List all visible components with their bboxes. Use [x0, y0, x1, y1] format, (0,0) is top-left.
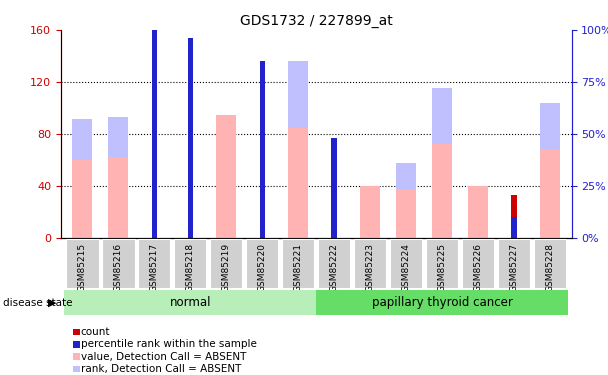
- Bar: [331, 154, 337, 238]
- Bar: [540, 103, 560, 238]
- Bar: [534, 239, 566, 288]
- Bar: [188, 82, 193, 238]
- Bar: [260, 126, 265, 238]
- Bar: [174, 239, 207, 288]
- Bar: [511, 195, 517, 238]
- Bar: [426, 239, 458, 288]
- Text: GSM85219: GSM85219: [222, 243, 231, 292]
- Text: papillary thyroid cancer: papillary thyroid cancer: [371, 296, 513, 309]
- Bar: [288, 61, 308, 238]
- Bar: [72, 120, 92, 238]
- Text: disease state: disease state: [3, 298, 72, 308]
- Bar: [360, 186, 380, 238]
- Bar: [396, 163, 416, 238]
- Text: GSM85224: GSM85224: [401, 243, 410, 292]
- Text: GSM85221: GSM85221: [294, 243, 303, 292]
- Title: GDS1732 / 227899_at: GDS1732 / 227899_at: [240, 13, 393, 28]
- Text: GSM85227: GSM85227: [510, 243, 519, 292]
- Bar: [72, 160, 92, 238]
- Bar: [390, 239, 423, 288]
- Bar: [318, 239, 350, 288]
- Bar: [316, 290, 568, 315]
- Bar: [151, 61, 157, 238]
- Text: percentile rank within the sample: percentile rank within the sample: [81, 339, 257, 349]
- Text: GSM85228: GSM85228: [545, 243, 554, 292]
- Text: ▶: ▶: [48, 298, 57, 308]
- Bar: [66, 239, 98, 288]
- Bar: [260, 61, 265, 238]
- Bar: [354, 239, 386, 288]
- Bar: [288, 128, 308, 238]
- Text: GSM85217: GSM85217: [150, 243, 159, 292]
- Bar: [498, 239, 530, 288]
- Bar: [188, 38, 193, 238]
- Bar: [462, 239, 494, 288]
- Text: GSM85218: GSM85218: [186, 243, 195, 292]
- Text: GSM85216: GSM85216: [114, 243, 123, 292]
- Text: rank, Detection Call = ABSENT: rank, Detection Call = ABSENT: [81, 364, 241, 374]
- Bar: [108, 158, 128, 238]
- Bar: [210, 239, 243, 288]
- Bar: [511, 217, 517, 238]
- Text: GSM85220: GSM85220: [258, 243, 267, 292]
- Bar: [540, 150, 560, 238]
- Bar: [108, 117, 128, 238]
- Bar: [468, 186, 488, 238]
- Bar: [102, 239, 134, 288]
- Bar: [331, 138, 337, 238]
- Bar: [138, 239, 170, 288]
- Bar: [282, 239, 314, 288]
- Text: GSM85226: GSM85226: [474, 243, 483, 292]
- Text: GSM85215: GSM85215: [78, 243, 87, 292]
- Text: count: count: [81, 327, 110, 337]
- Text: GSM85223: GSM85223: [365, 243, 375, 292]
- Text: GSM85225: GSM85225: [438, 243, 446, 292]
- Bar: [246, 239, 278, 288]
- Bar: [432, 88, 452, 238]
- Text: value, Detection Call = ABSENT: value, Detection Call = ABSENT: [81, 352, 246, 362]
- Text: normal: normal: [170, 296, 211, 309]
- Bar: [216, 114, 236, 238]
- Bar: [64, 290, 316, 315]
- Bar: [151, 1, 157, 238]
- Text: GSM85222: GSM85222: [330, 243, 339, 292]
- Bar: [432, 144, 452, 238]
- Bar: [396, 189, 416, 238]
